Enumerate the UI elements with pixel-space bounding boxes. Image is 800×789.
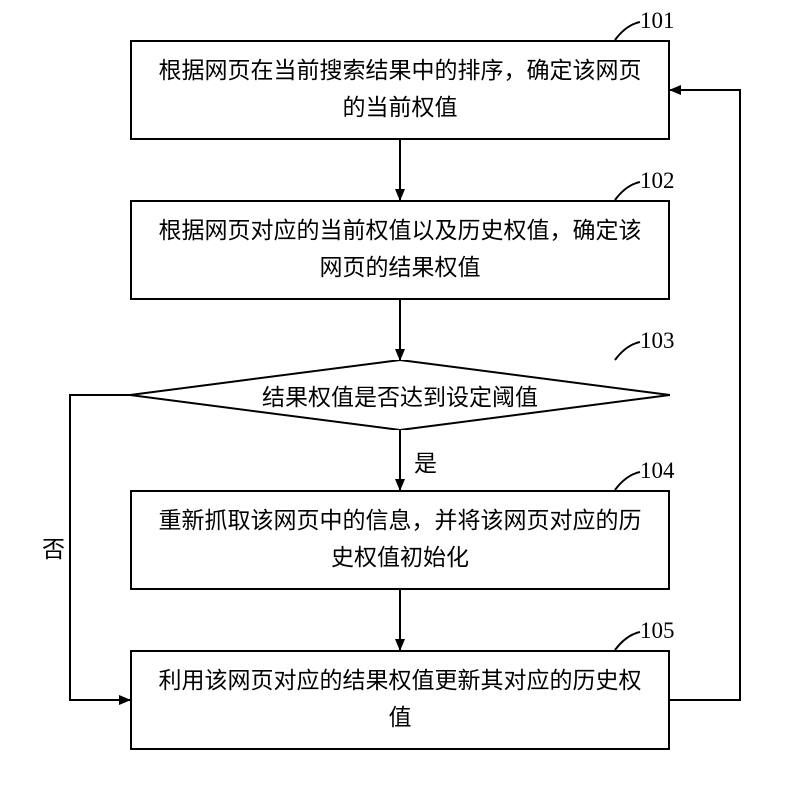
node-102: 根据网页对应的当前权值以及历史权值，确定该网页的结果权值 [130, 200, 670, 300]
node-105-text: 利用该网页对应的结果权值更新其对应的历史权值 [152, 663, 648, 737]
step-label-103: 103 [640, 328, 675, 354]
node-104: 重新抓取该网页中的信息，并将该网页对应的历史权值初始化 [130, 490, 670, 590]
step-label-101: 101 [640, 8, 675, 34]
node-103: 结果权值是否达到设定阈值 [130, 360, 670, 430]
node-104-text: 重新抓取该网页中的信息，并将该网页对应的历史权值初始化 [152, 503, 648, 577]
node-105: 利用该网页对应的结果权值更新其对应的历史权值 [130, 650, 670, 750]
step-label-104: 104 [640, 458, 675, 484]
node-102-text: 根据网页对应的当前权值以及历史权值，确定该网页的结果权值 [152, 213, 648, 287]
edge-103-105-no [70, 395, 130, 700]
step-label-105: 105 [640, 618, 675, 644]
node-101: 根据网页在当前搜索结果中的排序，确定该网页的当前权值 [130, 40, 670, 140]
node-103-text: 结果权值是否达到设定阈值 [262, 378, 538, 412]
edge-label-yes: 是 [412, 444, 439, 478]
node-101-text: 根据网页在当前搜索结果中的排序，确定该网页的当前权值 [152, 53, 648, 127]
flowchart-canvas: 根据网页在当前搜索结果中的排序，确定该网页的当前权值 101 根据网页对应的当前… [0, 0, 800, 789]
step-label-102: 102 [640, 168, 675, 194]
edge-105-101-loop [670, 90, 740, 700]
edge-label-no: 否 [40, 530, 67, 564]
